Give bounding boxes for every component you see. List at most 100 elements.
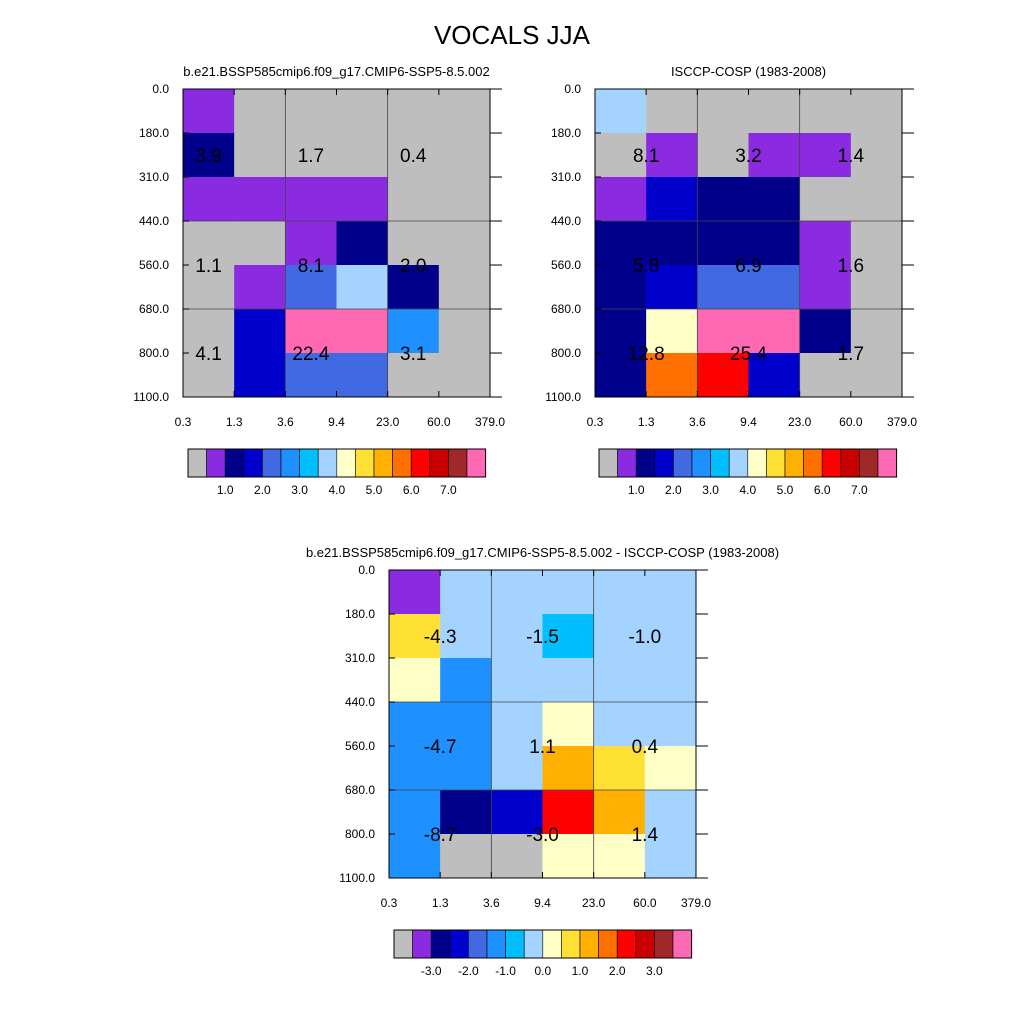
- heatmap-cell: [387, 353, 440, 398]
- heatmap-cell: [644, 746, 697, 791]
- heatmap-cell: [595, 89, 647, 134]
- heatmap-cell: [387, 89, 440, 134]
- heatmap-cell: [748, 221, 800, 266]
- heatmap-cell: [542, 834, 594, 879]
- colorbar-swatch: [468, 929, 488, 959]
- heatmap-cell: [438, 89, 491, 134]
- heatmap-cell: [644, 658, 697, 703]
- x-tick-label: 3.6: [277, 415, 294, 429]
- colorbar-swatch: [317, 448, 338, 478]
- cell-value-label: 22.4: [292, 344, 329, 365]
- heatmap-cell: [336, 309, 388, 354]
- colorbar-swatch: [280, 448, 300, 478]
- colorbar-swatch: [561, 929, 581, 959]
- colorbar-swatch: [654, 929, 674, 959]
- heatmap-cell: [595, 309, 647, 354]
- panel-title: b.e21.BSSP585cmip6.f09_g17.CMIP6-SSP5-8.…: [183, 64, 489, 79]
- heatmap-cell: [697, 309, 749, 354]
- heatmap-cell: [799, 89, 852, 134]
- colorbar-swatch: [430, 929, 451, 959]
- colorbar-swatch: [412, 929, 432, 959]
- heatmap-cell: [593, 746, 646, 791]
- colorbar-frame: [393, 929, 693, 959]
- y-tick-label: 180.0: [551, 126, 581, 140]
- heatmap-cell: [440, 746, 492, 791]
- cell-value-label: 3.9: [195, 146, 221, 167]
- heatmap-cell: [799, 265, 852, 310]
- cell-value-label: 8.1: [298, 256, 324, 277]
- colorbar-swatch: [466, 448, 486, 478]
- heatmap-cell: [595, 353, 647, 398]
- cell-value-label: 1.1: [195, 256, 221, 277]
- cell-value-label: 4.1: [195, 344, 221, 365]
- y-tick-label: 1100.0: [545, 390, 581, 404]
- heatmap-cell: [593, 658, 646, 703]
- colorbar-tick-label: 2.0: [609, 964, 626, 978]
- heatmap-cell: [644, 834, 697, 879]
- heatmap-cell: [387, 221, 440, 266]
- heatmap-cell: [644, 570, 697, 615]
- y-tick-label: 560.0: [345, 739, 375, 753]
- heatmap-cell: [646, 89, 698, 134]
- colorbar-swatch: [766, 448, 786, 478]
- heatmap-cell: [285, 265, 337, 310]
- colorbar-swatch: [803, 448, 823, 478]
- cell-value-label: -1.5: [526, 627, 559, 648]
- heatmap-cell: [440, 790, 492, 835]
- heatmap-cell: [748, 353, 800, 398]
- heatmap-cell: [387, 309, 440, 354]
- heatmap-cell: [850, 265, 903, 310]
- heatmap-cell: [389, 658, 441, 703]
- x-tick-label: 3.6: [483, 896, 500, 910]
- colorbar-swatch: [448, 448, 468, 478]
- colorbar-swatch: [336, 448, 356, 478]
- heatmap-cell: [336, 177, 388, 222]
- panel-observation: ISCCP-COSP (1983-2008) 0.3 1.3 3.6 9.4 23.0 60…: [545, 64, 917, 497]
- colorbar-tick-label: 7.0: [851, 483, 868, 497]
- colorbar-tick-label: 3.0: [646, 964, 663, 978]
- heatmap-cell: [697, 353, 749, 398]
- cell-value-label: -4.3: [424, 627, 457, 648]
- heatmap-cell: [646, 221, 698, 266]
- heatmap-cell: [595, 133, 647, 178]
- x-tick-label: 60.0: [427, 415, 451, 429]
- heatmap-cell: [850, 309, 903, 354]
- x-tick-label: 379.0: [887, 415, 917, 429]
- colorbar-tick-label: 1.0: [217, 483, 234, 497]
- heatmap-cell: [542, 702, 594, 747]
- heatmap-cell: [389, 746, 441, 791]
- heatmap-cell: [285, 133, 337, 178]
- heatmap-cell: [336, 353, 388, 398]
- heatmap-cell: [234, 265, 286, 310]
- heatmap-cell: [389, 570, 441, 615]
- heatmap-cell: [285, 309, 337, 354]
- heatmap-cell: [799, 133, 852, 178]
- heatmap-cell: [440, 834, 492, 879]
- heatmap-cell: [542, 614, 594, 659]
- heatmap-cell: [646, 353, 698, 398]
- heatmap-cell: [389, 790, 441, 835]
- heatmap-cell: [285, 177, 337, 222]
- heatmap-cell: [748, 133, 800, 178]
- colorbar-tick-label: 5.0: [777, 483, 794, 497]
- colorbar-swatch: [262, 448, 282, 478]
- colorbar-swatch: [373, 448, 393, 478]
- colorbar-frame: [187, 448, 487, 478]
- colorbar-tick-label: -3.0: [421, 964, 442, 978]
- colorbar-tick-label: 1.0: [572, 964, 589, 978]
- heatmap-cell: [593, 834, 646, 879]
- colorbar-tick-label: 2.0: [254, 483, 271, 497]
- colorbar-swatch: [355, 448, 375, 478]
- heatmap-cell: [595, 177, 647, 222]
- heatmap-cell: [285, 89, 337, 134]
- heatmap-cell: [285, 221, 337, 266]
- colorbar-swatch: [747, 448, 767, 478]
- heatmap-cell: [389, 702, 441, 747]
- colorbar-swatch: [429, 448, 449, 478]
- cell-value-label: 0.4: [632, 737, 659, 758]
- heatmap-cell: [183, 177, 235, 222]
- y-tick-label: 1100.0: [133, 390, 169, 404]
- heatmap-cell: [438, 353, 491, 398]
- colorbar-tick-label: -1.0: [495, 964, 516, 978]
